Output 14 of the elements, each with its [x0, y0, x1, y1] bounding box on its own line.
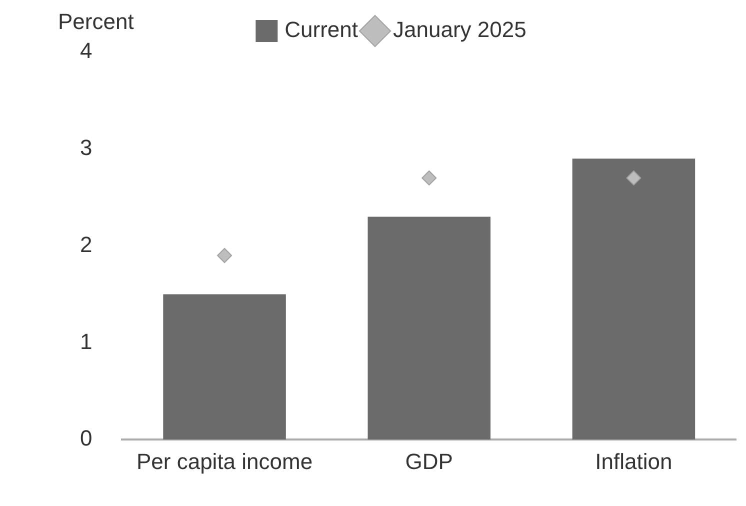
x-tick-label: Inflation	[595, 448, 672, 474]
y-tick-label: 2	[80, 232, 92, 257]
x-tick-label: GDP	[405, 448, 453, 474]
y-tick-label: 3	[80, 134, 92, 160]
y-tick-label: 4	[80, 38, 92, 64]
x-tick-label: Per capita income	[136, 448, 313, 474]
y-tick-label: 0	[80, 426, 92, 451]
bar	[368, 216, 490, 440]
y-axis-title: Percent	[58, 9, 134, 34]
bar	[163, 294, 286, 440]
bar	[572, 158, 696, 440]
legend-label: January 2025	[393, 17, 526, 42]
y-tick-label: 1	[80, 328, 92, 354]
legend-label: Current	[284, 17, 358, 42]
